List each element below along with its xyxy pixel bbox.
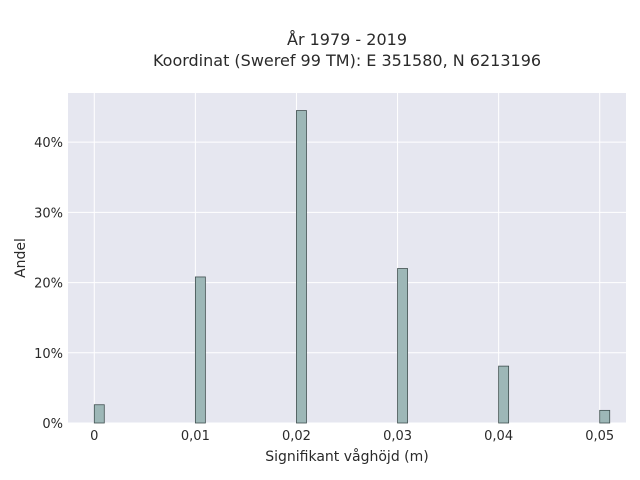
y-tick-label: 10% — [34, 347, 63, 362]
plot-area — [68, 93, 626, 423]
bar — [194, 276, 206, 424]
x-tick-label: 0,04 — [484, 429, 513, 444]
y-tick-label: 30% — [34, 206, 63, 221]
bar — [397, 268, 408, 424]
y-axis-title: Andel — [13, 238, 29, 278]
bars — [93, 110, 611, 424]
bar — [599, 409, 611, 424]
bar — [93, 404, 105, 424]
bar — [296, 110, 307, 424]
x-tick-label: 0,03 — [383, 429, 412, 444]
y-tick-labels: 0% 10% 20% 30% 40% — [34, 136, 63, 432]
chart-title-line-1: År 1979 - 2019 — [287, 30, 407, 49]
x-tick-label: 0,02 — [282, 429, 311, 444]
x-tick-label: 0,01 — [181, 429, 210, 444]
chart-title-line-2: Koordinat (Sweref 99 TM): E 351580, N 62… — [153, 51, 541, 70]
x-tick-labels: 0 0,01 0,02 0,03 0,04 0,05 — [90, 429, 614, 444]
y-tick-label: 20% — [34, 277, 63, 292]
y-tick-label: 0% — [42, 417, 63, 432]
x-axis-title: Signifikant våghöjd (m) — [265, 448, 428, 465]
x-tick-label: 0 — [90, 429, 98, 444]
bar — [498, 365, 510, 424]
x-tick-label: 0,05 — [585, 429, 614, 444]
y-tick-label: 40% — [34, 136, 63, 151]
